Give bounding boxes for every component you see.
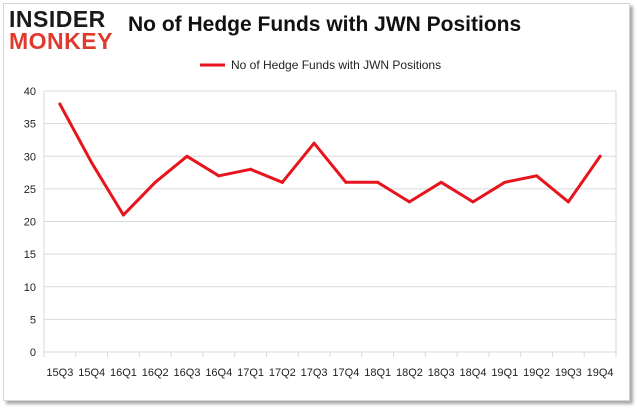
series-layer <box>58 102 602 217</box>
data-point <box>535 174 539 178</box>
data-point <box>90 161 94 165</box>
data-point <box>121 213 125 217</box>
data-point <box>471 200 475 204</box>
chart-title: No of Hedge Funds with JWN Positions <box>128 13 522 36</box>
x-tick-label: 16Q1 <box>110 367 137 379</box>
x-axis: 15Q3 15Q4 16Q1 16Q2 16Q3 16Q4 17Q1 17Q2 17Q3 17Q4… <box>43 352 617 379</box>
data-point <box>376 180 380 184</box>
x-tick-label: 18Q2 <box>396 367 423 379</box>
data-point <box>217 174 221 178</box>
y-tick-label: 25 <box>24 184 36 196</box>
data-point <box>503 180 507 184</box>
y-tick-label: 5 <box>30 314 36 326</box>
x-tick-label: 16Q2 <box>142 367 169 379</box>
gridlines <box>43 90 617 353</box>
data-point <box>312 141 316 145</box>
logo-line-2: MONKEY <box>9 28 113 54</box>
x-tick-label: 17Q2 <box>269 367 296 379</box>
x-tick-label: 18Q4 <box>460 367 487 379</box>
x-tick-label: 17Q4 <box>332 367 359 379</box>
data-point <box>439 180 443 184</box>
data-point <box>566 200 570 204</box>
data-point <box>598 154 602 158</box>
x-tick-label: 16Q4 <box>205 367 232 379</box>
legend: No of Hedge Funds with JWN Positions <box>200 58 441 72</box>
data-point <box>153 180 157 184</box>
data-point <box>249 167 253 171</box>
legend-label: No of Hedge Funds with JWN Positions <box>231 58 441 72</box>
data-point <box>407 200 411 204</box>
x-tick-label: 19Q1 <box>491 367 518 379</box>
data-point <box>58 102 62 106</box>
x-tick-label: 15Q4 <box>78 367 105 379</box>
y-tick-label: 30 <box>24 151 36 163</box>
x-tick-label: 19Q3 <box>555 367 582 379</box>
y-tick-label: 35 <box>24 119 36 131</box>
insider-monkey-logo: INSIDER MONKEY <box>9 8 119 54</box>
y-tick-label: 40 <box>24 86 36 98</box>
data-point <box>344 180 348 184</box>
x-tick-label: 18Q3 <box>428 367 455 379</box>
chart-frame <box>3 3 630 401</box>
y-tick-label: 15 <box>24 249 36 261</box>
data-point <box>280 180 284 184</box>
logo-line-1: INSIDER <box>9 6 106 32</box>
y-tick-label: 20 <box>24 217 36 229</box>
y-tick-label: 10 <box>24 282 36 294</box>
x-tick-label: 15Q3 <box>46 367 73 379</box>
y-axis: 0 5 10 15 20 25 30 35 40 <box>24 86 36 359</box>
series-line-0 <box>58 102 602 217</box>
data-point <box>185 154 189 158</box>
x-tick-label: 17Q3 <box>301 367 328 379</box>
x-tick-label: 18Q1 <box>364 367 391 379</box>
x-tick-label: 19Q4 <box>587 367 614 379</box>
x-tick-label: 19Q2 <box>523 367 550 379</box>
y-tick-label: 0 <box>30 347 36 359</box>
x-tick-label: 17Q1 <box>237 367 264 379</box>
x-tick-label: 16Q3 <box>174 367 201 379</box>
